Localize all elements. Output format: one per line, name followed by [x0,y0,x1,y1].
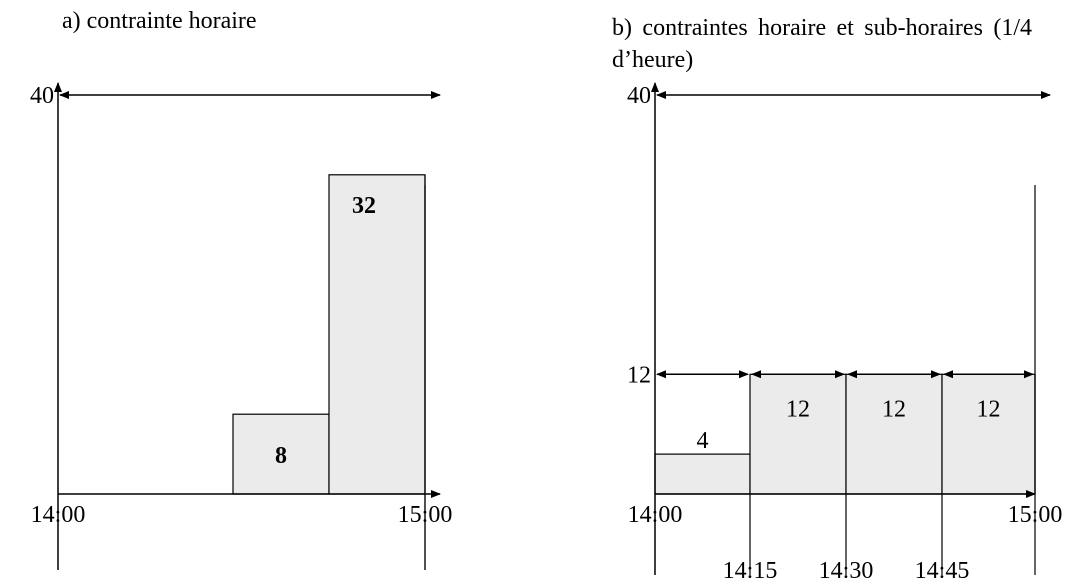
panel-a-title: a) contrainte horaire [62,8,257,34]
bar [845,373,943,495]
x-tick-label: 14:00 [31,502,86,528]
x-tick-label: 14:15 [723,558,778,584]
bar [328,174,426,495]
x-tick-label: 15:00 [1008,502,1063,528]
bar [749,373,847,495]
x-tick-label: 14:45 [915,558,970,584]
value-label: 4 [697,428,709,454]
y-tick-label: 40 [627,83,651,109]
value-label: 32 [352,193,376,219]
panel-b-title: b) contraintes horaire et sub-horaires (… [612,15,1032,73]
value-label: 12 [882,396,906,422]
x-tick-label: 14:00 [628,502,683,528]
value-label: 12 [977,396,1001,422]
x-tick-label: 14:30 [819,558,874,584]
y-tick-label: 40 [30,83,54,109]
value-label: 8 [275,443,287,469]
bar [654,453,751,495]
bar [941,373,1036,495]
value-label: 12 [786,396,810,422]
y-tick-label: 12 [627,362,651,388]
